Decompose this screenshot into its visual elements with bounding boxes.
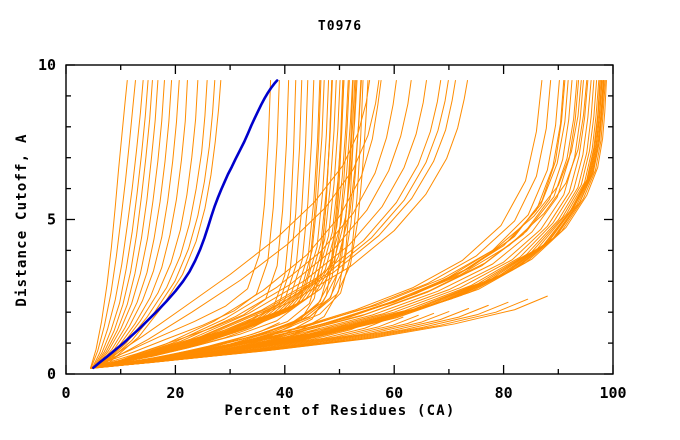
model-curve xyxy=(92,318,269,369)
x-tick-label: 0 xyxy=(61,384,70,402)
model-curve xyxy=(90,79,380,369)
model-curve xyxy=(101,79,199,366)
model-curve xyxy=(92,79,412,368)
model-curve xyxy=(90,79,136,369)
y-tick-label: 5 xyxy=(47,211,56,229)
model-curve xyxy=(95,295,548,367)
model-curve xyxy=(91,79,144,369)
axes-group: 0 20 40 60 80 100 0 5 10 xyxy=(38,56,627,402)
x-tick-label: 20 xyxy=(166,384,184,402)
highlight-series-group xyxy=(92,79,279,370)
model-curve xyxy=(91,79,397,369)
model-curve xyxy=(100,79,468,366)
model-curve xyxy=(92,79,582,368)
y-axis-title: Distance Cutoff, A xyxy=(14,133,30,306)
y-tick-label: 10 xyxy=(38,56,56,74)
x-axis-title: Percent of Residues (CA) xyxy=(224,403,455,419)
model-curve xyxy=(96,79,165,368)
model-curve xyxy=(90,79,128,369)
x-tick-label: 60 xyxy=(385,384,403,402)
model-curve xyxy=(90,79,371,369)
model-curve xyxy=(92,314,258,369)
background-series-group xyxy=(90,79,607,369)
x-tick-label: 100 xyxy=(599,384,626,402)
chart-title: T0976 xyxy=(318,19,362,34)
model-curve xyxy=(95,79,159,368)
model-curve xyxy=(98,79,180,367)
model-curve xyxy=(92,79,149,368)
model-curve xyxy=(97,79,173,367)
x-tick-label: 80 xyxy=(495,384,513,402)
y-tick-label: 0 xyxy=(47,365,56,383)
highlight-curve xyxy=(92,79,279,370)
model-curve xyxy=(108,79,222,364)
model-curve xyxy=(91,79,578,369)
model-curve xyxy=(97,79,449,367)
model-curve xyxy=(90,79,280,369)
model-curve xyxy=(90,79,290,369)
model-curve xyxy=(99,79,188,366)
model-curve xyxy=(93,79,153,368)
x-tick-label: 40 xyxy=(276,384,294,402)
model-curve xyxy=(90,79,382,369)
model-curve xyxy=(94,79,427,368)
